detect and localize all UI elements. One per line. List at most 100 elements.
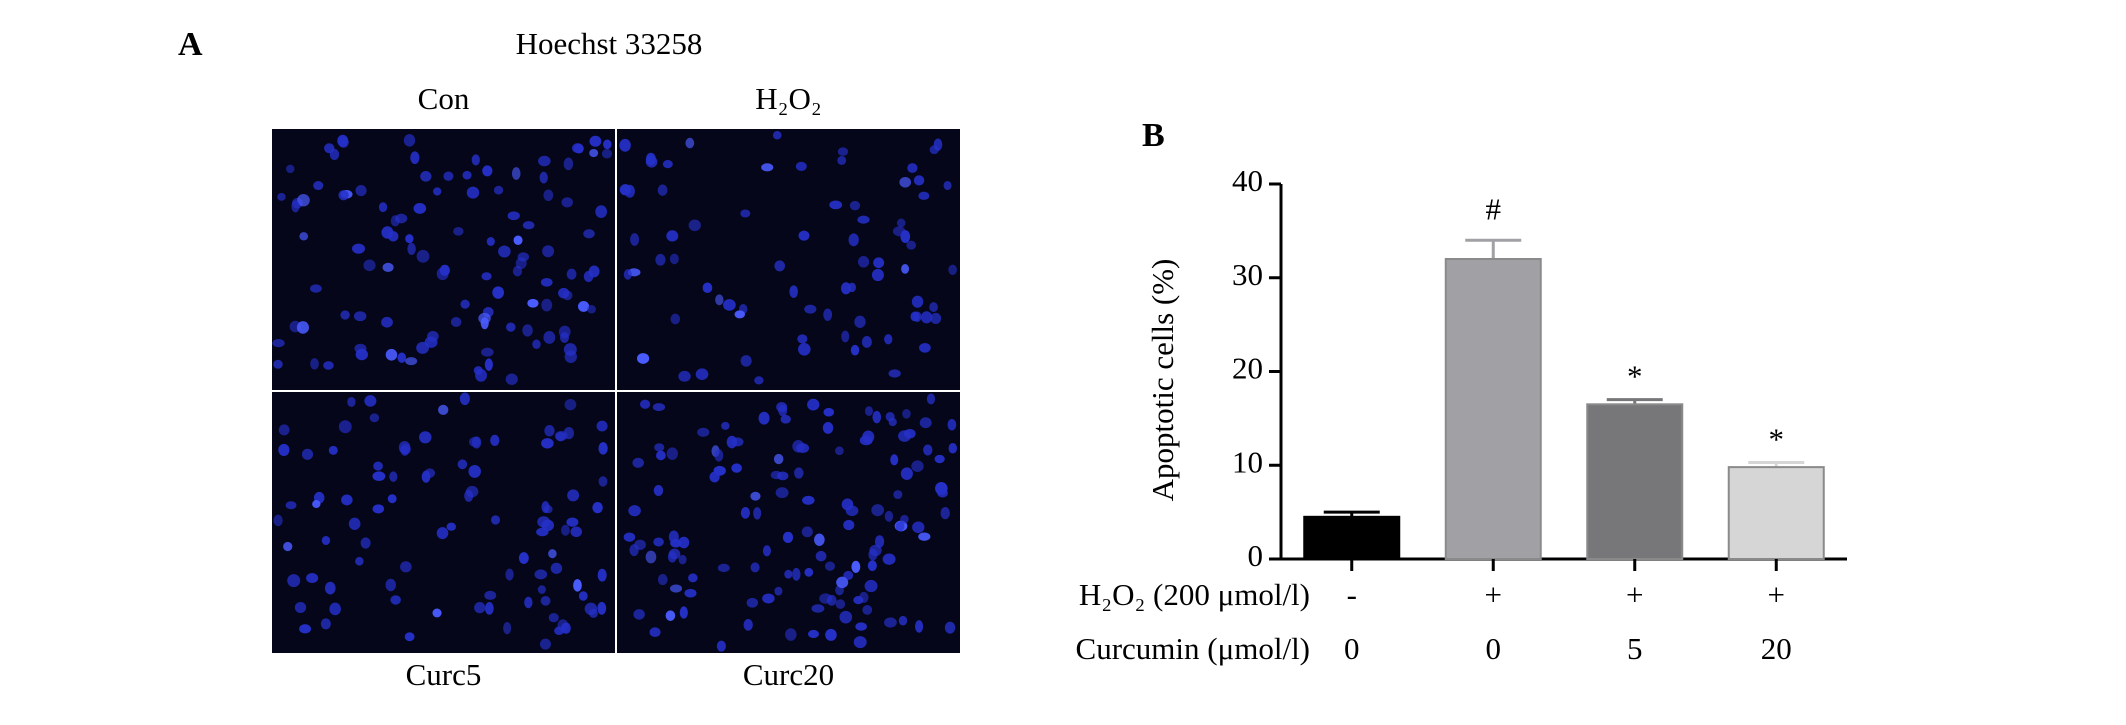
nucleus [890,454,899,466]
nucleus [802,495,815,505]
nucleus [541,501,550,513]
nucleus [466,186,480,199]
nucleus [923,444,933,456]
nucleus [753,507,762,520]
nucleus [901,264,910,274]
nucleus [337,134,349,147]
nucleus [372,471,386,481]
nucleus [544,425,555,437]
nucleus [352,243,366,254]
nucleus [273,514,283,527]
nucleus [900,514,909,524]
nucleus [678,554,687,565]
nucleus [543,331,556,344]
nucleus [857,256,870,268]
nucleus [743,619,753,631]
bar [1727,466,1825,560]
nucleus [935,481,948,495]
nucleus [892,226,906,237]
nucleus [843,570,854,580]
nucleus [385,348,398,361]
nucleus [589,148,599,158]
nucleus [277,192,286,201]
nucleus [397,352,407,363]
nucleus [555,431,566,442]
nucleus [385,578,396,592]
nucleus [571,143,584,154]
nucleus [851,560,861,573]
nucleus [740,507,751,519]
nucleus [867,560,877,572]
image-label: Curc5 [406,657,482,692]
nucleus [505,373,518,385]
nucleus [583,271,594,283]
nucleus [389,471,398,482]
nucleus [439,264,450,276]
nucleus [848,233,859,247]
nucleus [340,310,350,320]
nucleus [597,568,607,582]
nucleus [773,453,784,465]
nucleus [857,215,870,224]
nucleus [911,460,924,472]
nucleus [918,191,930,200]
nucleus [915,620,924,633]
nucleus [597,601,607,615]
nucleus [902,409,911,419]
nucleus [761,163,774,172]
nucleus [296,321,309,334]
nucleus [603,139,612,150]
nucleus [913,175,925,186]
nucleus [746,597,759,608]
nucleus [404,632,415,642]
nucleus [628,505,641,517]
nucleus [387,494,397,504]
nucleus [566,517,579,527]
nucleus [534,569,548,580]
y-tick-label: 10 [1232,444,1263,479]
nucleus [758,411,770,425]
nucleus [819,593,833,604]
nucleus [662,160,673,169]
nucleus [522,324,533,337]
nucleus [299,232,309,241]
nucleus [862,604,873,615]
nucleus [301,448,314,460]
nucleus [896,218,906,228]
nucleus [320,618,331,630]
nucleus [405,234,414,244]
nucleus [874,535,885,548]
nucleus [837,147,849,156]
nucleus [670,313,681,325]
nucleus [835,599,846,609]
nucleus [666,447,678,460]
nucleus [864,579,878,593]
nucleus [286,164,295,174]
panel-label: A [178,26,203,63]
nucleus [407,242,416,256]
nucleus [390,595,401,605]
nucleus [369,413,380,423]
nucleus [716,640,726,652]
nucleus [584,602,598,616]
nucleus [825,628,837,641]
nucleus [913,311,922,323]
nucleus [563,157,574,171]
nucleus [697,427,710,437]
nucleus [841,498,854,511]
nucleus [669,253,679,265]
nucleus [632,457,644,468]
nucleus [734,310,745,319]
nucleus [804,304,817,314]
nucleus [740,355,752,367]
nucleus [649,627,661,638]
nucleus [272,338,285,348]
nucleus [420,171,432,182]
x-row-label: Curcumin (μmol/l) [1076,631,1310,666]
nucleus [657,574,668,586]
nucleus [900,467,913,480]
nucleus [785,628,797,641]
y-tick-label: 20 [1232,351,1263,386]
nucleus [920,311,933,324]
nucleus [403,134,416,147]
